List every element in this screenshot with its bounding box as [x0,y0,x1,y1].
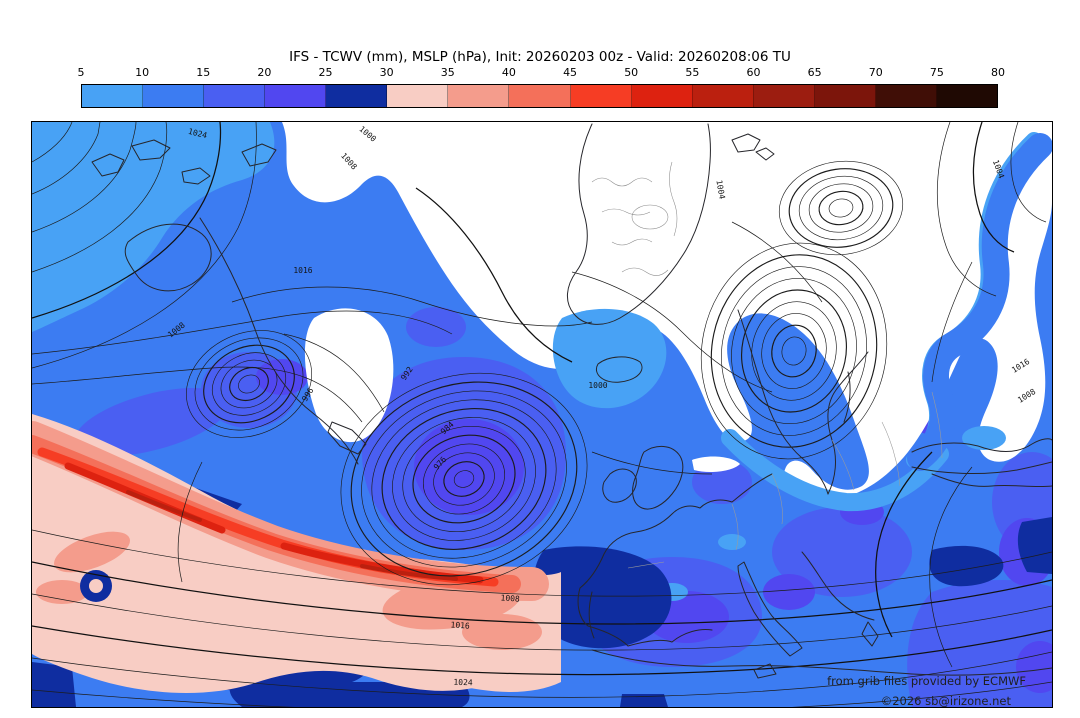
colorbar-segment [753,85,815,107]
isobar-ring [700,242,888,460]
isobar-ring [781,336,807,366]
isobar-ring [778,160,904,256]
isobar-ring [340,372,588,586]
isobar-ring [371,399,557,559]
isobar-ring [402,425,526,533]
colorbar-segment [143,85,205,107]
isobar-ring [433,452,495,506]
colorbar-tick-label: 50 [624,66,639,79]
isobar-value-label: 1004 [714,179,726,200]
attribution: from grib files provided by ECMWF ©2026 … [827,674,1026,707]
isobar-ring [203,344,295,424]
isobar-ring [808,183,874,233]
isobar-ring [740,289,848,413]
colorbar-segment [631,85,693,107]
isobar-value-label: 1000 [588,381,607,390]
isobar-value-label: 1024 [453,678,473,688]
isobar-ring [212,352,286,416]
isobar-ring [350,381,578,577]
colorbar-tick-label: 55 [685,66,700,79]
isobar-ring [721,266,867,436]
isobar-ring [798,175,884,241]
isobar-ring [392,417,536,541]
colorbar-segment [936,85,997,107]
isobar-ring [788,168,894,248]
colorbar-tick-label: 65 [807,66,822,79]
isobar-ring [828,198,854,218]
colorbar-tick-label: 35 [440,66,455,79]
colorbar-tick-label: 5 [77,66,85,79]
isobar-value-label: 1016 [450,620,470,630]
colorbar-segment [814,85,876,107]
isobar-value-label: 1008 [500,593,520,603]
colorbar-segment [82,85,144,107]
attribution-source: from grib files provided by ECMWF [827,674,1026,688]
colorbar-segment [570,85,632,107]
isobar-value-label: 1016 [293,266,312,275]
isobar-ring [361,390,567,568]
isobar-ring [751,301,837,401]
isobar-ring [710,254,878,448]
colorbar-segment [875,85,937,107]
colorbar-tick-label: 15 [196,66,211,79]
colorbar-tick-label: 45 [563,66,578,79]
colorbar-tick-label: 75 [929,66,944,79]
country-borders [627,391,943,569]
mslp-contours [32,122,1052,707]
isobar-ring [238,374,260,394]
isobar-ring [761,313,827,389]
isobar-ring [381,408,547,550]
isobar-ring [453,470,475,488]
attribution-copyright: ©2026 sb@irizone.net [881,694,1012,707]
isobar-ring [412,434,516,524]
isobar-ring [818,190,864,226]
colorbar-segment [509,85,571,107]
colorbar-segment [204,85,266,107]
page-title: IFS - TCWV (mm), MSLP (hPa), Init: 20260… [289,49,791,65]
colorbar-tick-label: 25 [318,66,333,79]
colorbar-tick-label: 20 [257,66,272,79]
isobar-ring [422,443,506,515]
greenland-terrain-contours [591,161,678,276]
colorbar-tick-labels: 5 10 15 20 25 30 35 40 45 50 55 60 65 70 75 80 [77,66,1006,80]
colorbar-tick-label: 40 [501,66,516,79]
map-panel: 1024 1000 1008 1016 1008 996 992 984 976 1004 1004… [31,121,1053,708]
isobar-ring [731,277,857,425]
coastlines [91,123,1052,679]
isobar-ring [185,330,313,438]
colorbar-segment [265,85,327,107]
colorbar-segment [326,85,388,107]
colorbar-tick-label: 70 [868,66,883,79]
colorbar-tick-label: 10 [135,66,150,79]
tcwv-colorbar [81,84,998,108]
isobar-ring [443,461,485,497]
isobar-ring [771,324,817,378]
isobar-ring [229,366,269,402]
colorbar-tick-label: 80 [991,66,1005,79]
colorbar-tick-label: 60 [746,66,761,79]
isobar-ring [194,337,304,431]
colorbar-segment [387,85,449,107]
colorbar-segment [692,85,754,107]
weather-map: 1024 100010081016100899699298497610041004… [32,122,1052,707]
colorbar-segment [448,85,510,107]
low-pressure-rings [185,160,904,586]
colorbar-tick-label: 30 [379,66,394,79]
